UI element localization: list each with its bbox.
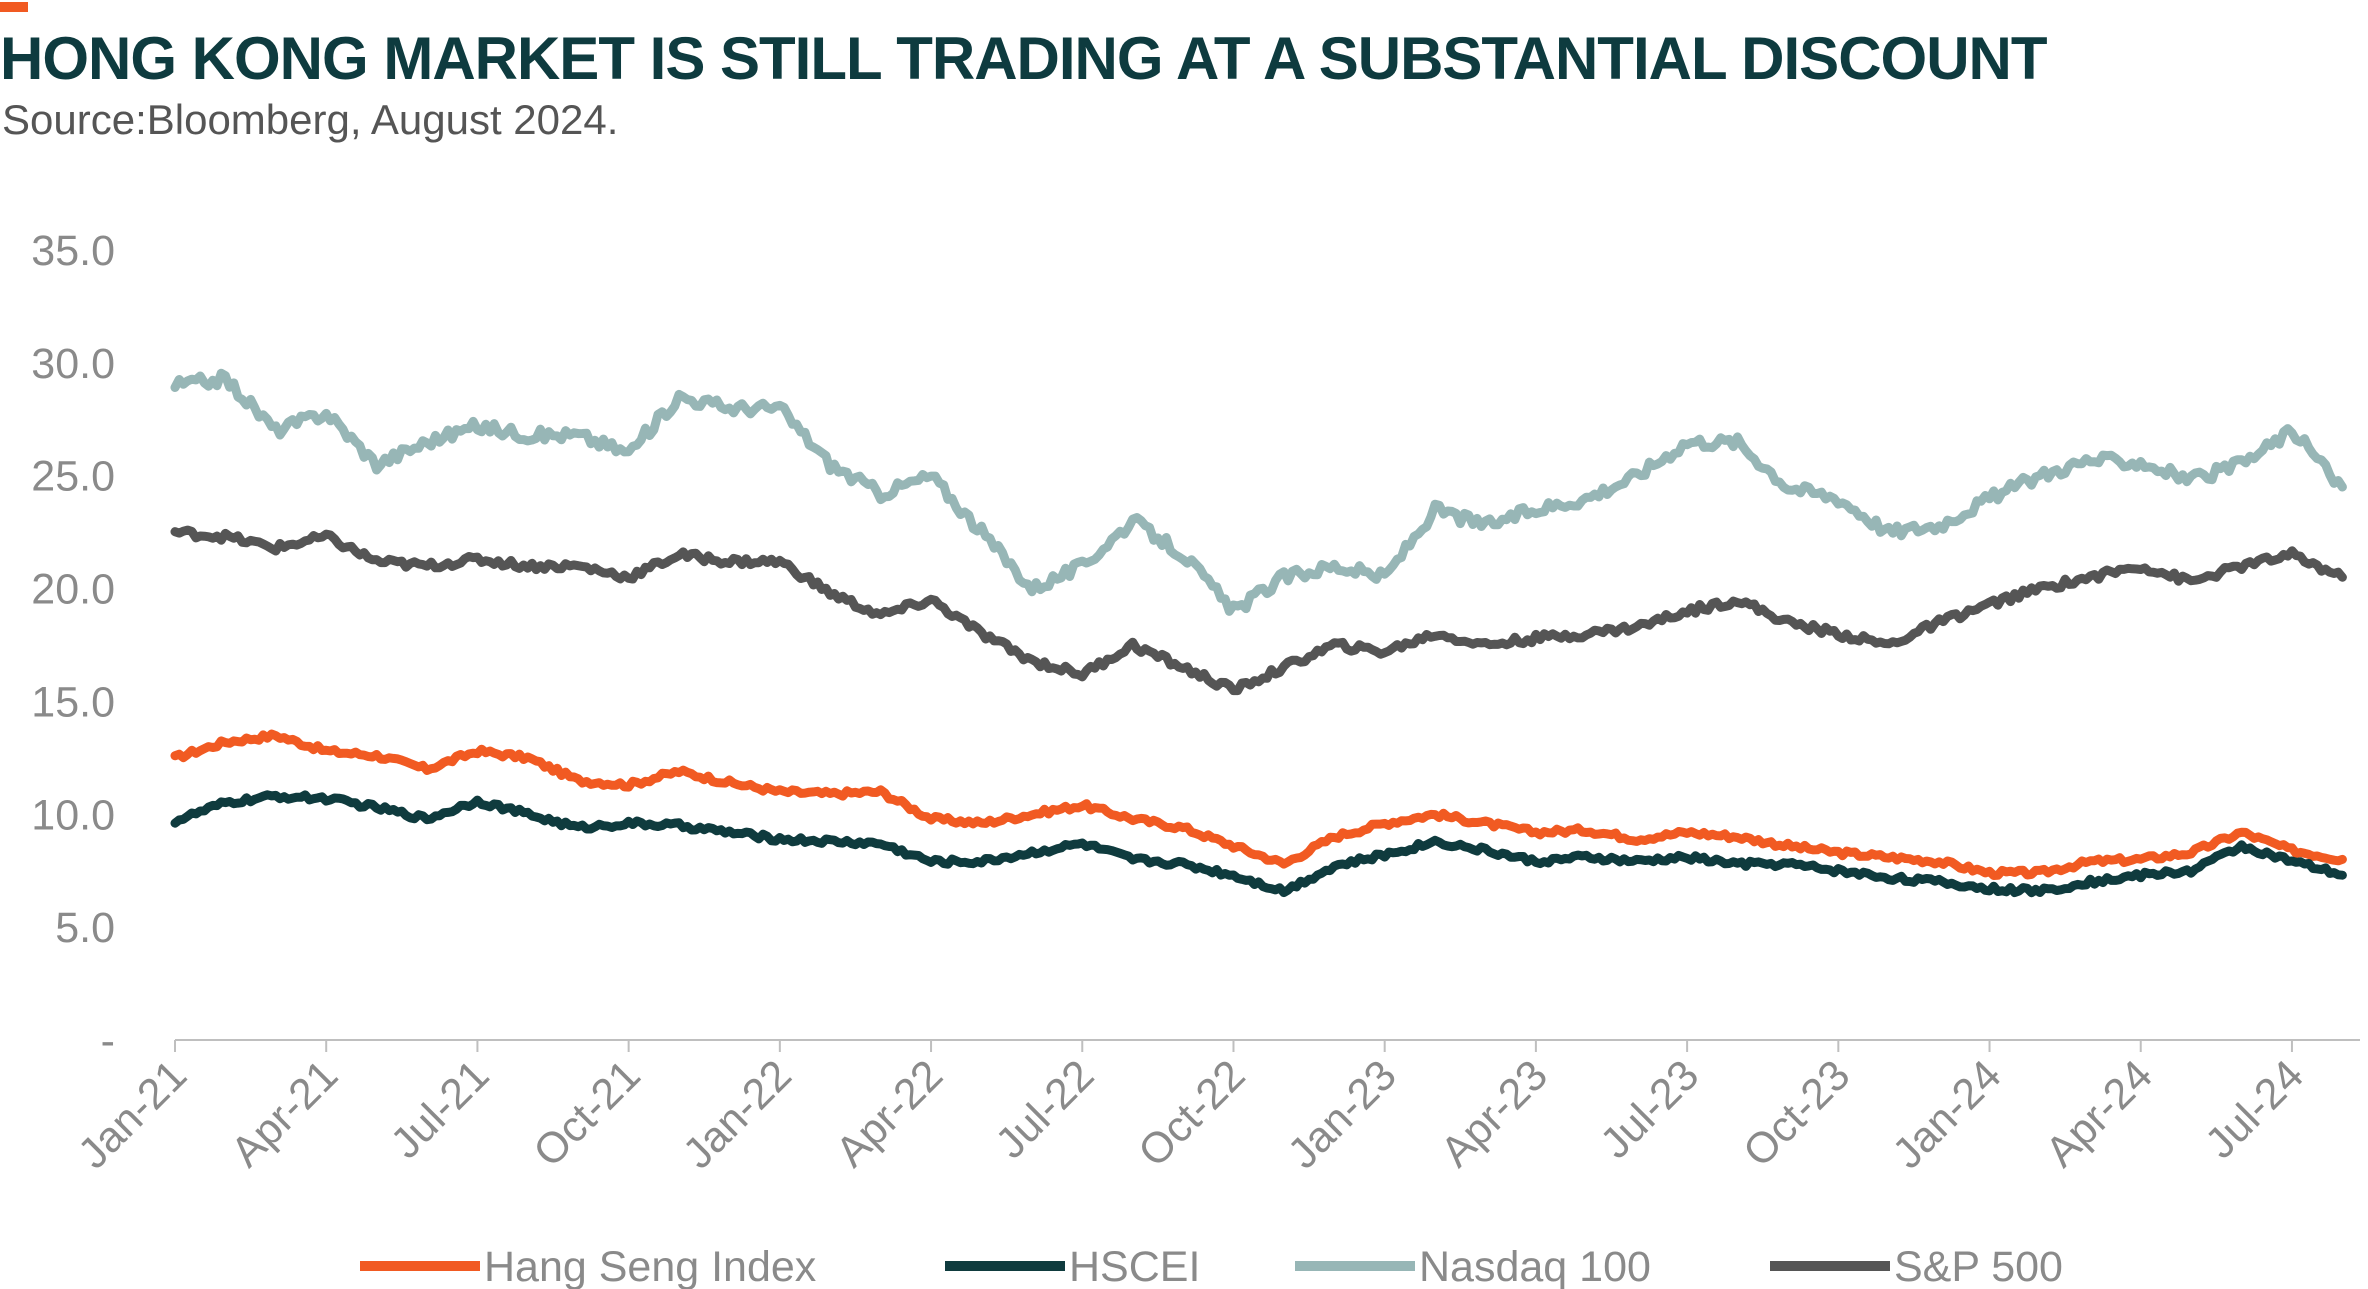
series-line-1 bbox=[170, 790, 2347, 898]
x-tick-label: Jan-22 bbox=[674, 1051, 801, 1178]
y-tick-label: - bbox=[101, 1017, 115, 1065]
series-layer bbox=[170, 368, 2347, 898]
chart-source: Source:Bloomberg, August 2024. bbox=[2, 96, 619, 143]
x-tick-label: Jul-23 bbox=[1591, 1051, 1708, 1168]
legend-label: Hang Seng Index bbox=[484, 1243, 817, 1289]
x-tick-label: Jan-23 bbox=[1279, 1051, 1406, 1178]
x-axis: Jan-21 Apr-21 Jul-21 Oct-21 Jan-22 Apr-22 Jul-… bbox=[69, 1039, 2360, 1178]
y-tick-label: 25.0 bbox=[31, 453, 115, 501]
y-tick-label: 35.0 bbox=[31, 227, 115, 275]
legend-label: Nasdaq 100 bbox=[1419, 1243, 1651, 1289]
series-line-0 bbox=[170, 729, 2347, 880]
series-line-3 bbox=[170, 525, 2347, 696]
x-tick-label: Apr-23 bbox=[1432, 1051, 1557, 1176]
legend: Hang Seng Index HSCEI Nasdaq 100 S&P 500 bbox=[360, 1243, 2063, 1289]
chart-title: HONG KONG MARKET IS STILL TRADING AT A S… bbox=[0, 25, 2048, 92]
y-tick-label: 10.0 bbox=[31, 791, 115, 839]
x-tick-label: Apr-21 bbox=[222, 1051, 347, 1176]
series-line-2 bbox=[170, 368, 2347, 616]
x-tick-label: Jan-21 bbox=[69, 1051, 196, 1178]
y-tick-label: 30.0 bbox=[31, 340, 115, 388]
y-tick-label: 15.0 bbox=[31, 678, 115, 726]
legend-label: HSCEI bbox=[1069, 1243, 1200, 1289]
x-tick-label: Oct-22 bbox=[1129, 1051, 1254, 1176]
x-tick-label: Jul-22 bbox=[987, 1051, 1104, 1168]
x-tick-label: Apr-24 bbox=[2037, 1051, 2162, 1176]
x-tick-label: Apr-22 bbox=[827, 1051, 952, 1176]
y-tick-label: 20.0 bbox=[31, 566, 115, 614]
legend-label: S&P 500 bbox=[1894, 1243, 2063, 1289]
x-tick-label: Jul-24 bbox=[2196, 1051, 2313, 1168]
x-tick-label: Jul-21 bbox=[382, 1051, 499, 1168]
accent-bar bbox=[0, 2, 28, 12]
x-tick-label: Jan-24 bbox=[1884, 1051, 2011, 1178]
x-tick-label: Oct-23 bbox=[1734, 1051, 1859, 1176]
y-axis: - 5.0 10.0 15.0 20.0 25.0 30.0 35.0 bbox=[31, 227, 115, 1065]
x-tick-label: Oct-21 bbox=[525, 1051, 650, 1176]
y-tick-label: 5.0 bbox=[55, 904, 115, 952]
